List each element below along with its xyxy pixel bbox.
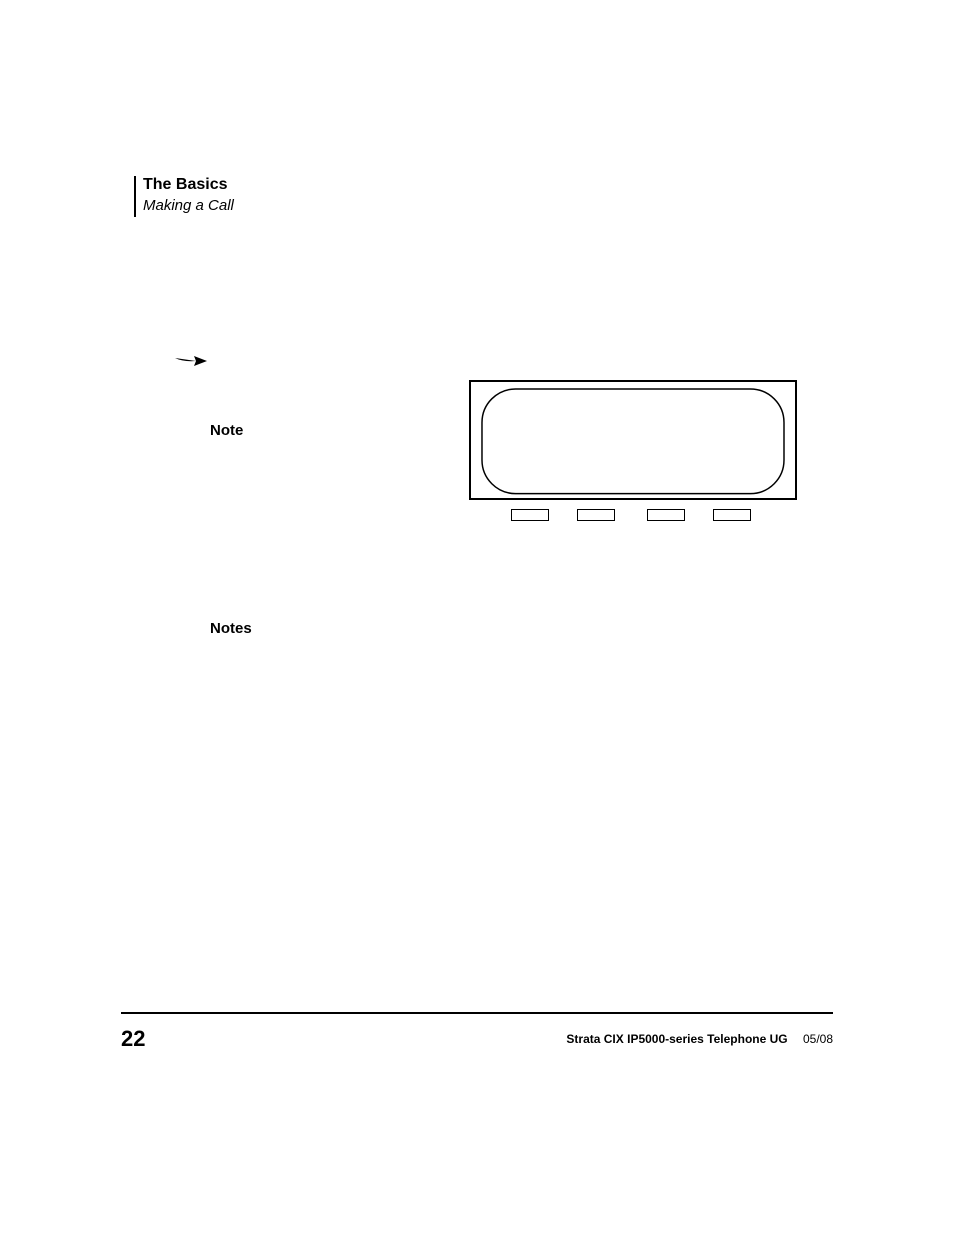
chapter-title: The Basics xyxy=(143,176,227,194)
footer-date: 05/08 xyxy=(803,1032,833,1046)
softkey-row xyxy=(469,509,797,525)
softkey-3 xyxy=(647,509,685,521)
page: The Basics Making a Call Note Notes 22 S… xyxy=(0,0,954,1235)
note-label: Note xyxy=(210,422,243,439)
footer-right: Strata CIX IP5000-series Telephone UG 05… xyxy=(566,1032,833,1046)
softkey-2 xyxy=(577,509,615,521)
step-arrow-icon xyxy=(174,353,208,367)
footer-doc-title: Strata CIX IP5000-series Telephone UG xyxy=(566,1032,787,1046)
notes-label: Notes xyxy=(210,620,252,637)
footer-rule xyxy=(121,1012,833,1014)
header-vertical-rule xyxy=(134,176,136,217)
phone-display-screen xyxy=(481,388,785,495)
softkey-1 xyxy=(511,509,549,521)
phone-display-frame xyxy=(469,380,797,500)
softkey-4 xyxy=(713,509,751,521)
section-subtitle: Making a Call xyxy=(143,197,234,214)
page-number: 22 xyxy=(121,1026,145,1052)
